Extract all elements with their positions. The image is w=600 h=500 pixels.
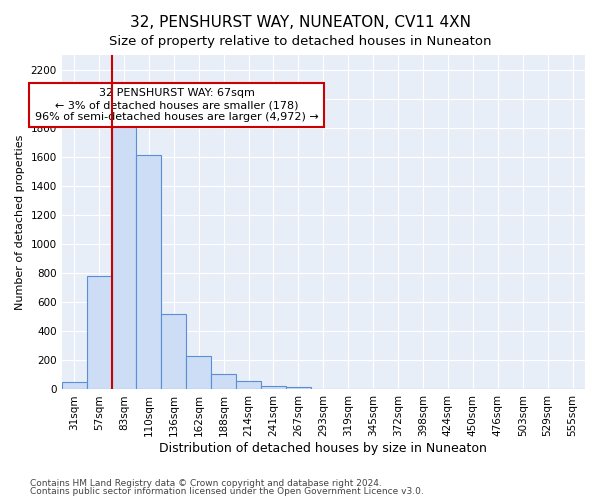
Bar — [136, 156, 161, 390]
Text: Contains HM Land Registry data © Crown copyright and database right 2024.: Contains HM Land Registry data © Crown c… — [30, 478, 382, 488]
Bar — [236, 382, 261, 390]
Bar — [86, 276, 112, 390]
Text: 32 PENSHURST WAY: 67sqm
← 3% of detached houses are smaller (178)
96% of semi-de: 32 PENSHURST WAY: 67sqm ← 3% of detached… — [35, 88, 319, 122]
Bar — [161, 314, 186, 390]
Bar — [62, 382, 86, 390]
Bar — [186, 356, 211, 390]
Bar — [261, 386, 286, 390]
Text: Contains public sector information licensed under the Open Government Licence v3: Contains public sector information licen… — [30, 487, 424, 496]
Text: 32, PENSHURST WAY, NUNEATON, CV11 4XN: 32, PENSHURST WAY, NUNEATON, CV11 4XN — [130, 15, 470, 30]
X-axis label: Distribution of detached houses by size in Nuneaton: Distribution of detached houses by size … — [160, 442, 487, 455]
Bar — [112, 125, 136, 390]
Bar — [286, 388, 311, 390]
Y-axis label: Number of detached properties: Number of detached properties — [15, 134, 25, 310]
Bar — [211, 374, 236, 390]
Text: Size of property relative to detached houses in Nuneaton: Size of property relative to detached ho… — [109, 35, 491, 48]
